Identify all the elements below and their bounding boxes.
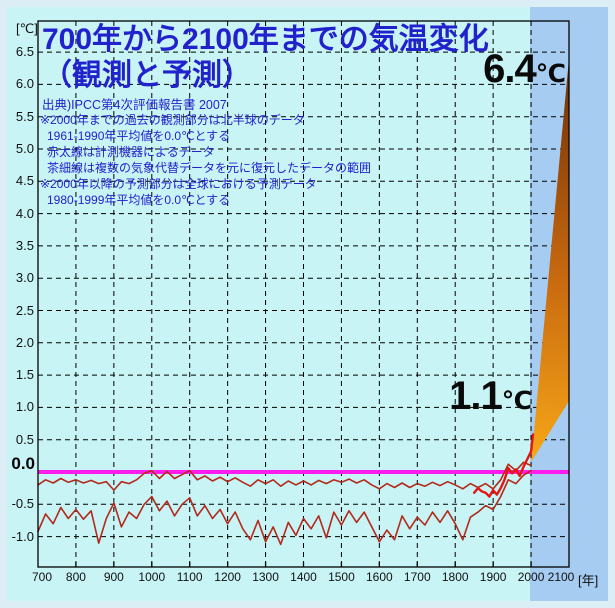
max-prediction-unit: ℃ (535, 60, 566, 88)
proxy_lower-line (37, 469, 532, 546)
chart-title-line2: （観測と予測） (42, 59, 252, 92)
x-axis-label: 900 (103, 570, 124, 584)
y-axis-label: 1.0 (15, 399, 34, 415)
x-axis-unit-label: [年] (578, 573, 599, 588)
proxy_upper-line (37, 461, 532, 491)
x-axis-label: 1900 (479, 570, 507, 584)
x-axis-label: 800 (65, 570, 86, 584)
note-line: 赤太線は計測機器によるデータ (47, 145, 215, 159)
x-axis-label: 1800 (441, 570, 469, 584)
x-axis-label: 1700 (403, 570, 431, 584)
y-axis-unit-label: [℃] (16, 21, 38, 36)
x-axis-label: 1200 (214, 570, 241, 584)
y-axis-label: 4.0 (15, 205, 34, 221)
notes-block: ※2000年までの過去の観測部分は北半球のデータ 1961-1990年平均値を0… (40, 112, 371, 208)
instrument-line (473, 433, 535, 498)
x-axis-label: 700 (31, 570, 53, 584)
y-axis-label: 5.0 (15, 141, 34, 156)
source-note: 出典)IPCC第4次評価報告書 2007 (42, 98, 227, 112)
min-prediction-unit: ℃ (501, 387, 532, 415)
chart-title-line1: 700年から2100年までの気温変化 (42, 23, 489, 56)
max-prediction-label: 6.4℃ (468, 47, 566, 91)
zero-baseline-label: 0.0 (11, 454, 35, 473)
min-prediction-label: 1.1℃ (440, 374, 532, 418)
x-axis-label: 1100 (176, 570, 203, 584)
x-axis-label: 1500 (328, 570, 355, 584)
plot-frame (37, 20, 570, 568)
note-line: 1980-1999年平均値を0.0℃とする (47, 193, 231, 207)
note-line: ※2000年以降の予測部分は全球における予測データ (40, 177, 317, 191)
y-axis-label: 6.5 (15, 44, 34, 60)
x-axis-label: 2100 (547, 570, 575, 584)
y-axis-label: 0.5 (15, 431, 34, 447)
y-axis-label: 1.5 (15, 367, 34, 383)
max-prediction-value: 6.4 (483, 47, 537, 91)
y-axis-label: 6.0 (15, 76, 34, 92)
y-axis-label: 3.0 (15, 270, 34, 286)
x-axis-label: 1600 (365, 570, 393, 584)
y-axis-label: 2.0 (15, 334, 34, 350)
min-prediction-value: 1.1 (449, 374, 503, 418)
note-line: ※2000年までの過去の観測部分は北半球のデータ (40, 113, 305, 127)
note-line: 茶細線は複数の気象代替データを元に復元したデータの範囲 (47, 161, 372, 175)
y-axis-label: -1.0 (11, 528, 34, 544)
chart-background (7, 7, 608, 601)
y-axis-label: 4.5 (15, 173, 34, 189)
y-axis-label: 3.5 (15, 237, 34, 253)
x-axis-label: 2000 (517, 570, 545, 584)
note-line: 1961-1990年平均値を0.0℃とする (47, 129, 231, 143)
x-axis-label: 1300 (252, 570, 279, 584)
x-axis-label: 1000 (138, 570, 166, 584)
y-axis-label: 2.5 (15, 302, 34, 318)
y-axis-label: -0.5 (11, 496, 34, 512)
prediction-wedge (531, 58, 569, 463)
y-axis-label: 5.5 (15, 108, 34, 124)
x-axis-label: 1400 (290, 570, 317, 584)
